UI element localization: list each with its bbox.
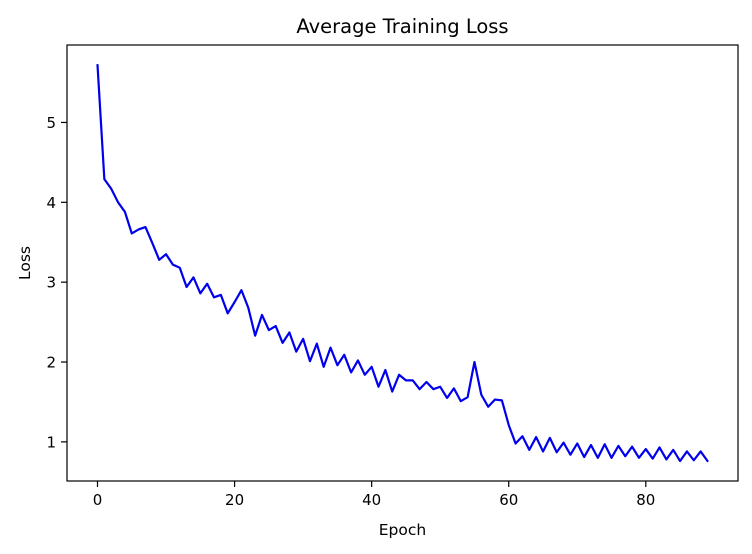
- y-tick-label: 5: [46, 114, 56, 132]
- series-layer: [96, 63, 709, 463]
- x-tick-label: 0: [93, 491, 103, 509]
- x-tick-label: 20: [225, 491, 244, 509]
- series-line-0: [96, 63, 709, 463]
- x-axis-label: Epoch: [379, 521, 426, 539]
- y-tick-label: 1: [46, 433, 56, 451]
- y-tick-label: 4: [46, 194, 56, 212]
- x-tick-label: 60: [499, 491, 518, 509]
- x-axis: 0 20 40 60 80: [93, 481, 655, 509]
- y-axis: 1 2 3 4 5: [46, 114, 67, 451]
- x-tick-label: 80: [636, 491, 655, 509]
- y-tick-label: 2: [46, 354, 56, 372]
- y-axis-label: Loss: [16, 246, 34, 280]
- y-tick-label: 3: [46, 274, 56, 292]
- chart-title: Average Training Loss: [296, 15, 508, 38]
- x-tick-label: 40: [362, 491, 381, 509]
- plot-frame: [66, 44, 739, 482]
